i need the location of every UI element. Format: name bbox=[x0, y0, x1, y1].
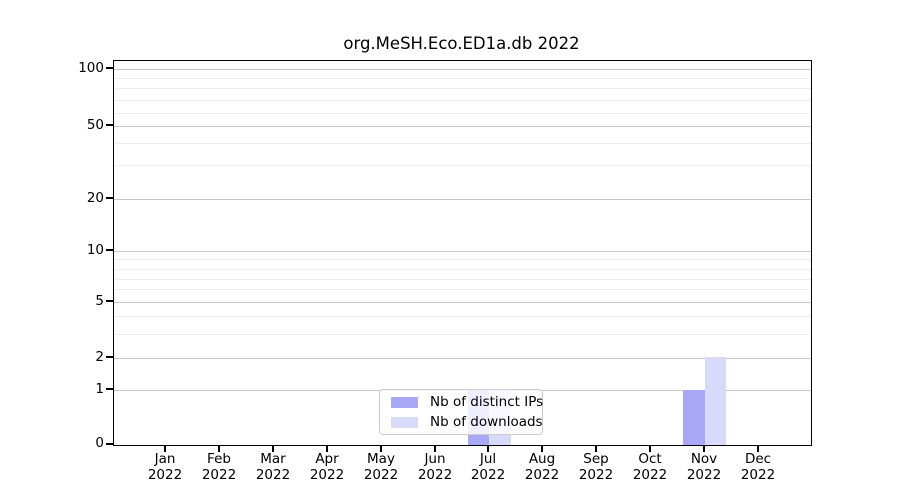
y-tick-5 bbox=[106, 300, 113, 302]
bar-nov-distinct-ips bbox=[683, 390, 705, 445]
x-label-apr: Apr 2022 bbox=[295, 451, 359, 483]
gridline-minor-7 bbox=[114, 279, 811, 280]
x-tick-feb bbox=[218, 446, 220, 452]
gridline-100 bbox=[114, 69, 811, 70]
x-label-aug-month: Aug bbox=[528, 451, 556, 467]
gridline-minor-6 bbox=[114, 289, 811, 290]
y-label-50: 50 bbox=[86, 117, 104, 133]
x-tick-jun bbox=[434, 446, 436, 452]
bar-nov-downloads bbox=[705, 357, 726, 445]
y-label-1: 1 bbox=[95, 381, 104, 397]
x-tick-jan bbox=[164, 446, 166, 452]
gridline-minor-90 bbox=[114, 78, 811, 79]
x-label-oct-year: 2022 bbox=[632, 466, 668, 483]
gridline-5 bbox=[114, 302, 811, 303]
x-label-sep: Sep 2022 bbox=[564, 451, 628, 483]
x-tick-nov bbox=[703, 446, 705, 452]
gridline-minor-40 bbox=[114, 143, 811, 144]
gridline-minor-60 bbox=[114, 113, 811, 114]
x-label-feb: Feb 2022 bbox=[187, 451, 251, 483]
x-label-jun-year: 2022 bbox=[417, 466, 453, 483]
x-label-oct-month: Oct bbox=[638, 451, 662, 467]
y-tick-1 bbox=[106, 388, 113, 390]
y-tick-50 bbox=[106, 124, 113, 126]
x-label-mar-year: 2022 bbox=[255, 466, 291, 483]
x-label-mar-month: Mar bbox=[260, 451, 286, 467]
x-tick-aug bbox=[541, 446, 543, 452]
x-label-dec-year: 2022 bbox=[740, 466, 776, 483]
x-label-sep-year: 2022 bbox=[578, 466, 614, 483]
y-tick-0 bbox=[106, 443, 113, 445]
legend-item-downloads: Nb of downloads bbox=[391, 414, 543, 431]
x-tick-mar bbox=[272, 446, 274, 452]
gridline-minor-80 bbox=[114, 88, 811, 89]
gridline-50 bbox=[114, 126, 811, 127]
y-label-10: 10 bbox=[86, 242, 104, 258]
y-label-2: 2 bbox=[95, 349, 104, 365]
legend-item-distinct-ips: Nb of distinct IPs bbox=[391, 394, 544, 411]
plot-area: Nb of distinct IPs Nb of downloads bbox=[113, 60, 812, 446]
x-label-dec: Dec 2022 bbox=[726, 451, 790, 483]
gridline-minor-3 bbox=[114, 334, 811, 335]
x-tick-dec bbox=[757, 446, 759, 452]
gridline-minor-4 bbox=[114, 316, 811, 317]
x-label-aug-year: 2022 bbox=[524, 466, 560, 483]
x-tick-sep bbox=[595, 446, 597, 452]
y-label-100: 100 bbox=[78, 60, 104, 76]
gridline-minor-9 bbox=[114, 259, 811, 260]
x-label-may-month: May bbox=[367, 451, 395, 467]
x-label-may: May 2022 bbox=[349, 451, 413, 483]
x-label-jun-month: Jun bbox=[424, 451, 446, 467]
chart-title: org.MeSH.Eco.ED1a.db 2022 bbox=[343, 34, 580, 53]
x-label-sep-month: Sep bbox=[583, 451, 609, 467]
x-label-nov-month: Nov bbox=[690, 451, 718, 467]
x-label-jul-year: 2022 bbox=[470, 466, 506, 483]
legend-swatch-distinct-ips bbox=[391, 396, 418, 408]
x-label-may-year: 2022 bbox=[363, 466, 399, 483]
x-label-jan-year: 2022 bbox=[147, 466, 183, 483]
y-tick-2 bbox=[106, 356, 113, 358]
x-label-apr-month: Apr bbox=[315, 451, 339, 467]
gridline-2 bbox=[114, 358, 811, 359]
x-label-nov: Nov 2022 bbox=[672, 451, 736, 483]
y-label-5: 5 bbox=[95, 293, 104, 309]
y-tick-100 bbox=[106, 67, 113, 69]
gridline-minor-30 bbox=[114, 165, 811, 166]
x-label-jan-month: Jan bbox=[154, 451, 176, 467]
x-label-aug: Aug 2022 bbox=[510, 451, 574, 483]
x-tick-jul bbox=[487, 446, 489, 452]
x-tick-oct bbox=[649, 446, 651, 452]
y-label-0: 0 bbox=[95, 435, 104, 451]
gridline-minor-8 bbox=[114, 269, 811, 270]
x-label-feb-year: 2022 bbox=[201, 466, 237, 483]
x-label-mar: Mar 2022 bbox=[241, 451, 305, 483]
x-label-jun: Jun 2022 bbox=[403, 451, 467, 483]
gridline-20 bbox=[114, 199, 811, 200]
gridline-minor-70 bbox=[114, 100, 811, 101]
x-label-jan: Jan 2022 bbox=[133, 451, 197, 483]
x-tick-may bbox=[380, 446, 382, 452]
legend-label-distinct-ips: Nb of distinct IPs bbox=[430, 394, 544, 410]
y-label-20: 20 bbox=[86, 190, 104, 206]
legend-swatch-downloads bbox=[391, 416, 418, 428]
x-label-dec-month: Dec bbox=[744, 451, 772, 467]
x-tick-apr bbox=[326, 446, 328, 452]
y-tick-10 bbox=[106, 249, 113, 251]
legend: Nb of distinct IPs Nb of downloads bbox=[379, 389, 543, 435]
x-label-nov-year: 2022 bbox=[686, 466, 722, 483]
legend-label-downloads: Nb of downloads bbox=[430, 414, 543, 430]
x-label-feb-month: Feb bbox=[207, 451, 231, 467]
x-label-apr-year: 2022 bbox=[309, 466, 345, 483]
x-label-jul-month: Jul bbox=[479, 451, 497, 467]
gridline-10 bbox=[114, 251, 811, 252]
y-tick-20 bbox=[106, 197, 113, 199]
x-label-jul: Jul 2022 bbox=[456, 451, 520, 483]
x-label-oct: Oct 2022 bbox=[618, 451, 682, 483]
